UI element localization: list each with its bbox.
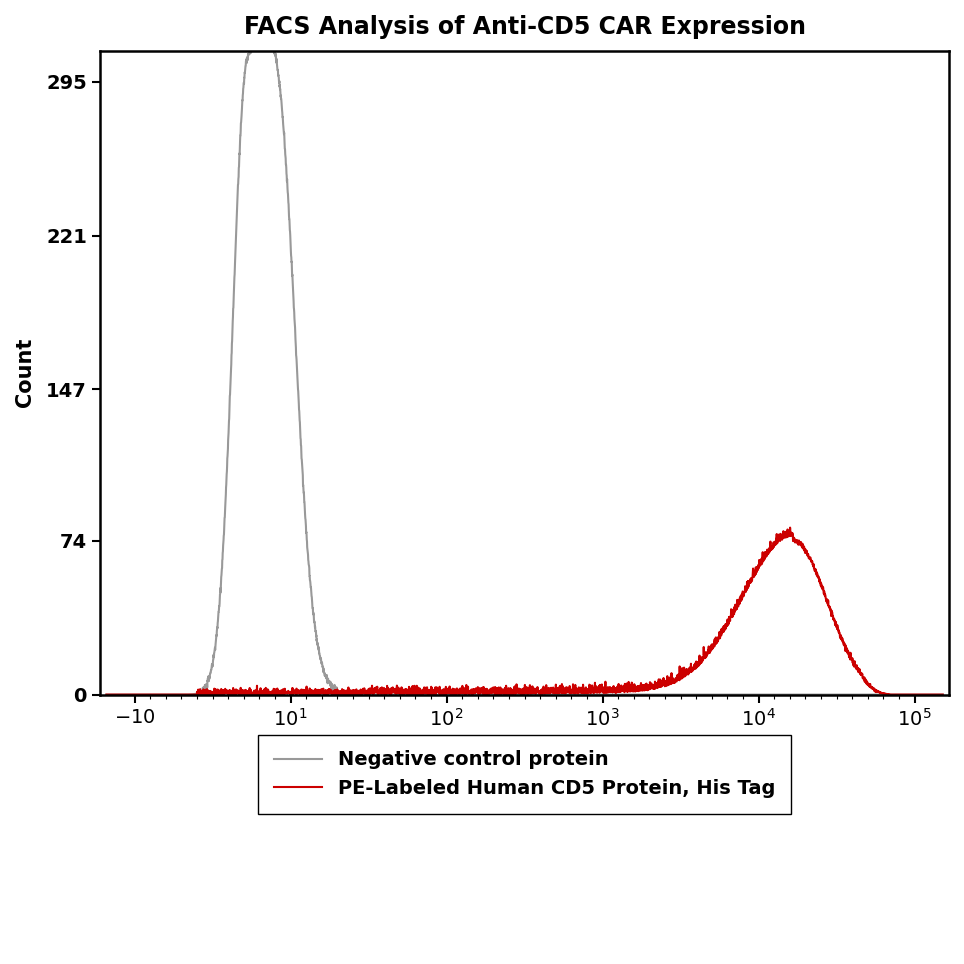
Negative control protein [498,689,510,701]
Line: PE-Labeled Human CD5 Protein, His Tag: PE-Labeled Human CD5 Protein, His Tag [106,527,943,695]
Title: FACS Analysis of Anti-CD5 CAR Expression: FACS Analysis of Anti-CD5 CAR Expression [244,15,806,39]
PE-Labeled Human CD5 Protein, His Tag [870,684,881,696]
PE-Labeled Human CD5 Protein, His Tag [498,685,510,697]
PE-Labeled Human CD5 Protein, His Tag [785,522,796,533]
PE-Labeled Human CD5 Protein, His Tag [459,686,470,698]
Negative control protein [452,689,464,701]
Y-axis label: Count: Count [15,338,35,408]
Negative control protein [459,689,470,701]
PE-Labeled Human CD5 Protein, His Tag [937,689,949,701]
PE-Labeled Human CD5 Protein, His Tag [709,640,720,652]
X-axis label: PE-A: PE-A [497,740,551,761]
Negative control protein [261,28,273,40]
PE-Labeled Human CD5 Protein, His Tag [911,689,923,701]
PE-Labeled Human CD5 Protein, His Tag [452,686,464,698]
PE-Labeled Human CD5 Protein, His Tag [100,689,112,701]
Legend: Negative control protein, PE-Labeled Human CD5 Protein, His Tag: Negative control protein, PE-Labeled Hum… [258,735,790,814]
Negative control protein [911,689,923,701]
Line: Negative control protein: Negative control protein [106,34,943,695]
Negative control protein [870,689,881,701]
Negative control protein [937,689,949,701]
Negative control protein [709,689,720,701]
Negative control protein [100,689,112,701]
